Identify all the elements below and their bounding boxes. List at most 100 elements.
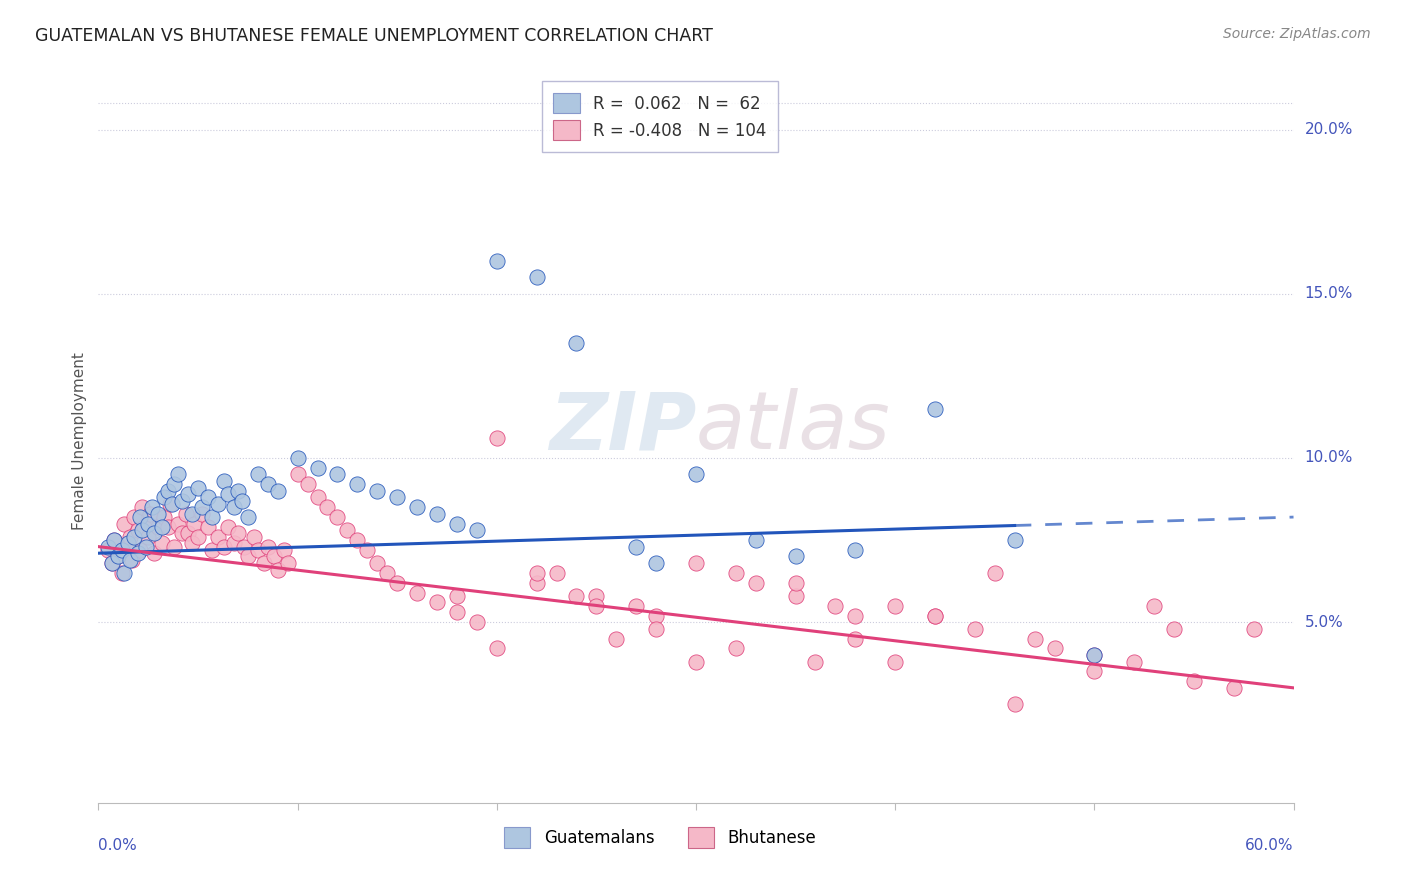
Point bbox=[465, 523, 488, 537]
Point bbox=[112, 566, 135, 580]
Point bbox=[201, 542, 224, 557]
Point bbox=[246, 467, 269, 482]
Point bbox=[1024, 632, 1046, 646]
Point bbox=[217, 487, 239, 501]
Point bbox=[111, 566, 134, 580]
Point bbox=[346, 533, 368, 547]
Point bbox=[526, 575, 548, 590]
Point bbox=[167, 467, 190, 482]
Point bbox=[231, 493, 253, 508]
Point bbox=[124, 510, 146, 524]
Point bbox=[174, 507, 197, 521]
Point bbox=[626, 599, 648, 613]
Point bbox=[1083, 648, 1105, 662]
Point bbox=[465, 615, 488, 630]
Point bbox=[645, 608, 668, 623]
Point bbox=[177, 526, 200, 541]
Point bbox=[267, 563, 290, 577]
Point bbox=[446, 589, 468, 603]
Point bbox=[117, 536, 139, 550]
Point bbox=[924, 401, 946, 416]
Point bbox=[316, 500, 339, 515]
Point bbox=[187, 530, 209, 544]
Point bbox=[645, 622, 668, 636]
Point bbox=[163, 540, 186, 554]
Point bbox=[153, 510, 176, 524]
Point bbox=[406, 585, 429, 599]
Point bbox=[685, 467, 707, 482]
Point bbox=[207, 497, 229, 511]
Text: GUATEMALAN VS BHUTANESE FEMALE UNEMPLOYMENT CORRELATION CHART: GUATEMALAN VS BHUTANESE FEMALE UNEMPLOYM… bbox=[35, 27, 713, 45]
Point bbox=[120, 530, 142, 544]
Point bbox=[307, 491, 329, 505]
Point bbox=[159, 497, 181, 511]
Point bbox=[253, 556, 276, 570]
Point bbox=[236, 510, 259, 524]
Point bbox=[804, 655, 827, 669]
Point bbox=[236, 549, 259, 564]
Point bbox=[172, 493, 194, 508]
Point bbox=[107, 549, 129, 564]
Point bbox=[426, 507, 449, 521]
Point bbox=[884, 599, 907, 613]
Point bbox=[287, 467, 309, 482]
Point bbox=[924, 608, 946, 623]
Point bbox=[143, 546, 166, 560]
Point bbox=[685, 556, 707, 570]
Point bbox=[1004, 533, 1026, 547]
Point bbox=[143, 526, 166, 541]
Point bbox=[101, 556, 124, 570]
Point bbox=[127, 523, 149, 537]
Point bbox=[222, 500, 245, 515]
Point bbox=[243, 530, 266, 544]
Point bbox=[336, 523, 359, 537]
Text: ZIP: ZIP bbox=[548, 388, 696, 467]
Point bbox=[605, 632, 627, 646]
Point bbox=[385, 575, 409, 590]
Point bbox=[1083, 648, 1105, 662]
Point bbox=[111, 542, 134, 557]
Point bbox=[884, 655, 907, 669]
Point bbox=[153, 491, 176, 505]
Point bbox=[267, 483, 290, 498]
Point bbox=[1182, 674, 1205, 689]
Point bbox=[356, 542, 378, 557]
Text: atlas: atlas bbox=[696, 388, 891, 467]
Point bbox=[183, 516, 205, 531]
Point bbox=[326, 467, 349, 482]
Point bbox=[97, 540, 120, 554]
Point bbox=[256, 477, 278, 491]
Point bbox=[963, 622, 986, 636]
Point bbox=[150, 536, 173, 550]
Point bbox=[181, 507, 204, 521]
Point bbox=[197, 520, 219, 534]
Text: 15.0%: 15.0% bbox=[1305, 286, 1353, 301]
Point bbox=[724, 566, 747, 580]
Point bbox=[191, 507, 214, 521]
Point bbox=[1243, 622, 1265, 636]
Point bbox=[565, 589, 588, 603]
Point bbox=[103, 533, 125, 547]
Point bbox=[1223, 681, 1246, 695]
Point bbox=[565, 336, 588, 351]
Point bbox=[177, 487, 200, 501]
Point bbox=[446, 605, 468, 619]
Point bbox=[256, 540, 278, 554]
Point bbox=[212, 474, 235, 488]
Point bbox=[181, 536, 204, 550]
Point bbox=[287, 450, 309, 465]
Point bbox=[150, 520, 173, 534]
Point bbox=[406, 500, 429, 515]
Point bbox=[785, 549, 807, 564]
Point bbox=[1163, 622, 1185, 636]
Text: 10.0%: 10.0% bbox=[1305, 450, 1353, 466]
Point bbox=[745, 575, 768, 590]
Point bbox=[485, 253, 508, 268]
Point bbox=[626, 540, 648, 554]
Point bbox=[217, 520, 239, 534]
Point bbox=[167, 516, 190, 531]
Point bbox=[117, 540, 139, 554]
Point bbox=[121, 553, 143, 567]
Point bbox=[201, 510, 224, 524]
Point bbox=[984, 566, 1007, 580]
